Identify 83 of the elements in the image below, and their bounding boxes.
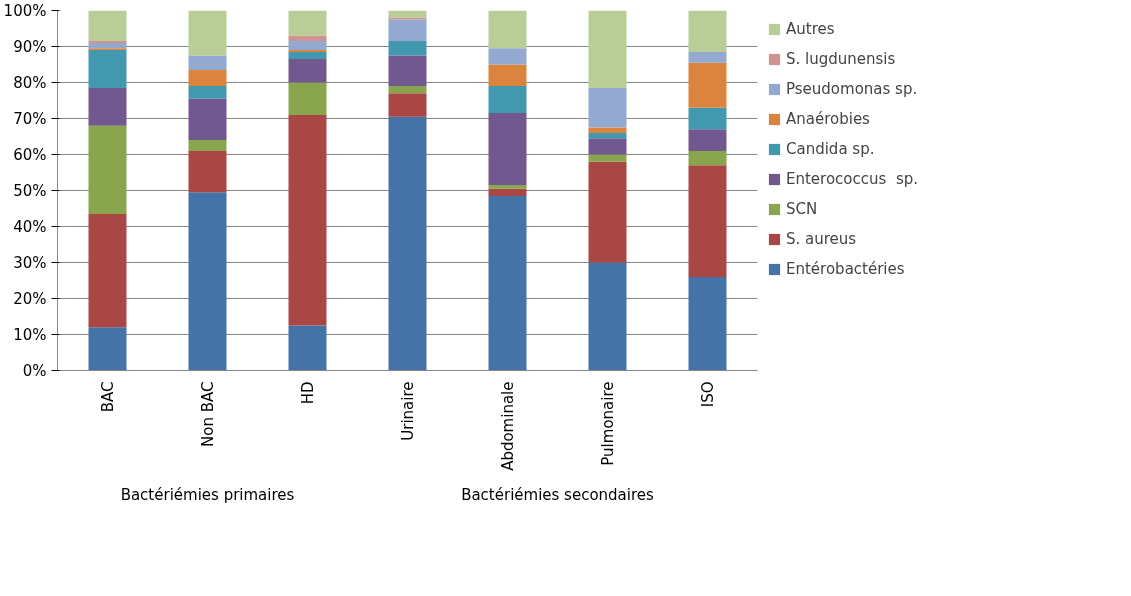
bar <box>688 51 727 63</box>
x-tick-label: Abdominale <box>498 381 517 471</box>
bar <box>488 10 527 49</box>
bar <box>588 10 627 88</box>
x-tick-label: ISO <box>698 381 717 408</box>
bar <box>88 125 127 214</box>
bar <box>588 262 627 371</box>
y-tick-label: 10% <box>13 325 47 344</box>
y-tick-label: 70% <box>13 109 47 128</box>
y-tick-label: 40% <box>13 217 47 236</box>
bar <box>188 86 227 99</box>
bar <box>88 42 127 49</box>
bar <box>588 161 627 263</box>
bar <box>388 41 427 56</box>
x-tick-label: Urinaire <box>398 381 417 441</box>
bar <box>488 86 527 114</box>
y-tick-label: 90% <box>13 37 47 56</box>
bar <box>688 165 727 277</box>
legend-label: Entérobactéries <box>786 260 905 278</box>
bar <box>188 98 227 141</box>
y-tick-label: 60% <box>13 145 47 164</box>
bar <box>688 62 727 108</box>
bar <box>188 69 227 87</box>
bar <box>488 185 527 189</box>
bar <box>588 87 627 128</box>
text: Bactériémies secondaires <box>461 485 655 504</box>
bar <box>288 114 327 326</box>
bar <box>288 82 327 115</box>
bar <box>88 213 127 328</box>
bar <box>288 10 327 36</box>
x-tick-label: Pulmonaire <box>598 381 617 466</box>
bar <box>388 55 427 87</box>
bar <box>288 35 327 42</box>
bar <box>488 48 527 65</box>
bar <box>88 87 127 126</box>
bar <box>688 150 727 166</box>
bar <box>88 327 127 371</box>
bar <box>588 132 627 139</box>
bar <box>388 116 427 371</box>
legend-label: Candida sp. <box>786 140 875 158</box>
bar <box>488 113 527 186</box>
bar <box>588 154 627 162</box>
bar <box>688 10 727 52</box>
y-tick-label: 50% <box>13 181 47 200</box>
bar <box>88 10 127 42</box>
bar <box>688 129 727 151</box>
x-tick-label: Non BAC <box>198 381 217 447</box>
bar <box>488 64 527 87</box>
y-tick-label: 0% <box>22 361 47 380</box>
bar <box>488 188 527 196</box>
bar <box>688 276 727 371</box>
y-tick-label: 30% <box>13 253 47 272</box>
bar <box>588 127 627 133</box>
bar <box>88 50 127 88</box>
bar <box>188 55 227 70</box>
legend-label: Anaérobies <box>786 110 870 128</box>
y-tick-label: 80% <box>13 73 47 92</box>
bar <box>188 10 227 56</box>
bar <box>488 195 527 371</box>
x-tick-label: BAC <box>98 381 117 413</box>
bar <box>288 51 327 60</box>
bar <box>688 107 727 130</box>
legend-label: S. aureus <box>786 230 857 248</box>
bar <box>288 59 327 83</box>
legend-label: Enterococcus sp. <box>786 170 918 188</box>
y-tick-label: 20% <box>13 289 47 308</box>
bar <box>188 150 227 193</box>
bar <box>588 138 627 155</box>
bar <box>388 19 427 42</box>
legend-label: Pseudomonas sp. <box>786 80 918 98</box>
bar <box>188 140 227 151</box>
text: Bactériémies primaires <box>120 485 295 504</box>
x-tick-label: HD <box>298 381 317 405</box>
bar <box>288 41 327 51</box>
bar <box>388 10 427 18</box>
bar <box>388 86 427 94</box>
bar <box>188 192 227 371</box>
legend-label: Autres <box>786 20 835 38</box>
y-tick-label: 100% <box>3 1 47 20</box>
legend-label: S. lugdunensis <box>786 50 896 68</box>
bar <box>388 93 427 117</box>
legend-label: SCN <box>786 200 818 218</box>
bar <box>288 325 327 371</box>
